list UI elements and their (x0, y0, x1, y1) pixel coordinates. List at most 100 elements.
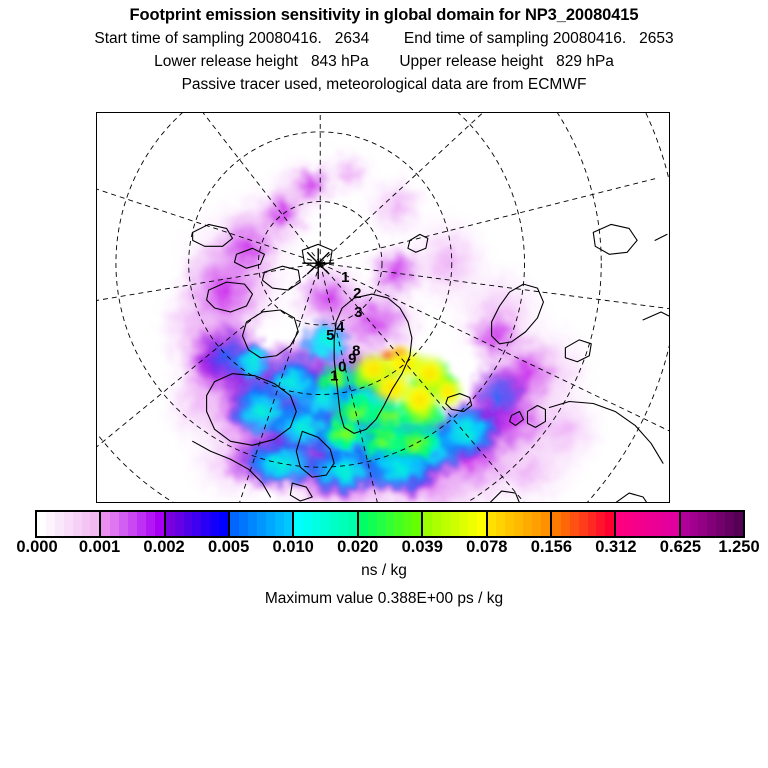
colorbar-band (532, 512, 541, 536)
colorbar-band (578, 512, 588, 536)
colorbar-band (587, 512, 597, 536)
colorbar-tick-label: 0.039 (401, 538, 443, 556)
colorbar-segment (358, 512, 424, 536)
upper-release-value: 829 hPa (556, 53, 614, 70)
colorbar-band (403, 512, 413, 536)
colorbar-band (680, 512, 690, 536)
colorbar-band (625, 512, 635, 536)
colorbar-tick-label: 1.250 (718, 538, 760, 556)
colorbar-band (698, 512, 708, 536)
colorbar-band (376, 512, 386, 536)
colorbar-band (467, 512, 477, 536)
colorbar-band (54, 512, 64, 536)
colorbar-tick-label: 0.312 (595, 538, 637, 556)
colorbar-segment (101, 512, 166, 536)
page-title: Footprint emission sensitivity in global… (129, 6, 639, 24)
start-time-label: Start time of sampling 20080416. (94, 30, 322, 47)
colorbar-segment (680, 512, 743, 536)
upper-release-label: Upper release height (399, 53, 544, 70)
graticule (97, 113, 669, 502)
colorbar-tick-label: 0.078 (466, 538, 508, 556)
colorbar-band (238, 512, 248, 536)
colorbar-tick-labels: 0.000 0.001 0.002 0.005 0.010 0.020 0.039 0.078… (0, 538, 768, 560)
lower-release-label: Lower release height (154, 53, 298, 70)
colorbar-band (145, 512, 155, 536)
colorbar-band (128, 512, 137, 536)
colorbar-band (219, 512, 229, 536)
colorbar-band (81, 512, 91, 536)
colorbar-band (165, 512, 175, 536)
colorbar-tick-label: 0.156 (530, 538, 573, 556)
colorbar-band (458, 512, 468, 536)
colorbar-band (201, 512, 211, 536)
colorbar-band (136, 512, 146, 536)
colorbar-units-label: ns / kg (361, 562, 407, 579)
colorbar-tick-label: 0.005 (207, 538, 250, 556)
colorbar-band (283, 512, 293, 536)
colorbar-band (265, 512, 275, 536)
colorbar-band (660, 512, 670, 536)
trajectory-number-label: 4 (336, 319, 345, 336)
colorbar-band (256, 512, 266, 536)
colorbar-band (569, 512, 579, 536)
colorbar-band (487, 512, 497, 536)
colorbar-band (642, 512, 652, 536)
colorbar-band (110, 512, 120, 536)
colorbar-band (551, 512, 561, 536)
colorbar-band (358, 512, 368, 536)
colorbar-band (432, 512, 441, 536)
colorbar-band (230, 512, 239, 536)
colorbar-segment (487, 512, 552, 536)
colorbar-band (247, 512, 257, 536)
colorbar-band (605, 512, 615, 536)
colorbar-band (312, 512, 322, 536)
colorbar-band (303, 512, 313, 536)
header-block: Footprint emission sensitivity in global… (0, 0, 768, 94)
colorbar-band (45, 512, 55, 536)
colorbar-band (423, 512, 433, 536)
tracer-note: Passive tracer used, meteorological data… (181, 76, 587, 93)
colorbar-band (321, 512, 331, 536)
colorbar-segment (423, 512, 488, 536)
colorbar-band (154, 512, 164, 536)
colorbar (35, 510, 745, 538)
colorbar-band (616, 512, 626, 536)
colorbar-segment (37, 512, 102, 536)
colorbar-band (634, 512, 643, 536)
end-time-value: 2653 (639, 30, 674, 47)
colorbar-band (330, 512, 339, 536)
colorbar-segment (551, 512, 617, 536)
colorbar-band (689, 512, 699, 536)
end-time-label: End time of sampling 20080416. (403, 30, 627, 47)
colorbar-band (734, 512, 743, 536)
colorbar-band (707, 512, 717, 536)
trajectory-number-label: 3 (354, 304, 362, 321)
colorbar-band (294, 512, 304, 536)
colorbar-tick-label: 0.001 (78, 538, 121, 556)
colorbar-band (505, 512, 515, 536)
colorbar-segment (165, 512, 231, 536)
colorbar-tick-label: 0.020 (337, 538, 379, 556)
coastlines (192, 223, 669, 502)
colorbar-band (90, 512, 100, 536)
trajectory-number-label: 1 (341, 269, 349, 286)
trajectory-number-label: 2 (353, 285, 361, 302)
colorbar-band (37, 512, 46, 536)
colorbar-band (274, 512, 284, 536)
colorbar-band (440, 512, 450, 536)
colorbar-segment (616, 512, 681, 536)
colorbar-band (63, 512, 73, 536)
release-point-marker (302, 248, 335, 280)
colorbar-segment (294, 512, 359, 536)
trajectory-number-label: 5 (326, 327, 334, 344)
release-height-row: Lower release height 843 hPa Upper relea… (0, 53, 768, 71)
colorbar-band (514, 512, 524, 536)
colorbar-wrap (35, 510, 745, 538)
colorbar-band (72, 512, 82, 536)
colorbar-band (669, 512, 679, 536)
colorbar-tick-label: 0.010 (272, 538, 314, 556)
lower-release-value: 843 hPa (310, 53, 369, 70)
trajectory-number-label: 0 (338, 359, 346, 376)
